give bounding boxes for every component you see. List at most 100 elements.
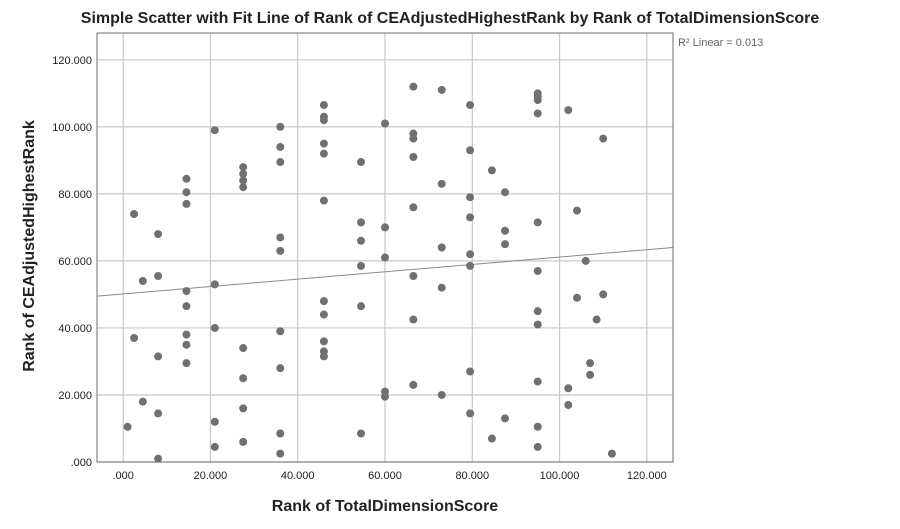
data-point [154,230,163,239]
data-point [501,414,509,423]
data-point [319,196,328,205]
data-point [564,401,573,410]
data-point [466,261,475,270]
data-point [533,109,542,118]
data-point [607,449,616,458]
r2-annotation: R² Linear = 0.013 [678,37,763,49]
data-point [487,166,496,175]
data-point [564,384,573,393]
fit-line [96,247,674,297]
data-point [319,139,328,148]
data-point [239,344,248,353]
data-point [533,218,542,227]
data-point [130,333,139,342]
data-point [437,243,446,252]
data-point [319,149,328,158]
data-point [501,226,509,235]
data-point [599,134,608,143]
data-point [239,404,248,413]
x-tick-label: 100.000 [540,470,580,482]
data-point [599,290,608,299]
y-tick-label: .000 [71,457,92,469]
data-point [210,280,219,289]
data-point [239,169,248,178]
data-point [276,233,285,242]
data-point [466,213,475,222]
data-point [182,340,191,349]
data-point [239,163,248,172]
x-tick-label: 40.000 [281,470,315,482]
data-point [466,250,475,259]
data-point [466,193,475,202]
data-point [437,283,446,292]
data-point [276,246,285,255]
data-point [533,266,542,275]
data-point [592,315,601,324]
chart-title: Simple Scatter with Fit Line of Rank of … [81,10,820,27]
data-point [409,153,418,162]
data-point [276,122,285,131]
data-point [381,392,389,401]
data-point [138,277,147,286]
data-point [182,199,191,208]
data-point [239,374,248,383]
y-tick-label: 40.000 [58,323,92,335]
data-point [182,287,191,296]
data-point [319,116,328,125]
data-point [381,223,389,232]
data-point [381,119,389,128]
fit-line-layer [96,247,674,297]
data-point [533,320,542,329]
data-point [409,315,418,324]
x-tick-label: 80.000 [455,470,489,482]
data-point [381,253,389,262]
data-point [581,256,590,265]
data-point [487,434,496,443]
data-point [409,380,418,389]
y-axis-title: Rank of CEAdjustedHighestRank [21,120,38,372]
data-point [138,397,147,406]
data-point [154,454,163,463]
data-point [182,330,191,339]
data-point [239,437,248,446]
data-point [466,146,475,155]
data-point [357,218,365,227]
data-point [357,236,365,245]
data-point [239,183,248,192]
data-point [409,271,418,280]
y-tick-label: 60.000 [58,256,92,268]
data-point [466,101,475,110]
data-point [501,188,509,197]
data-point [357,158,365,167]
y-tick-label: 80.000 [58,189,92,201]
data-point [154,409,163,418]
data-point [154,271,163,280]
data-point [239,176,248,185]
data-point [154,352,163,361]
data-point [182,188,191,197]
data-point [210,126,219,135]
y-tick-label: 100.000 [52,122,92,134]
data-point [182,174,191,183]
data-point [357,429,365,438]
data-point [210,442,219,451]
data-point [357,261,365,270]
data-point [533,307,542,316]
data-point [409,203,418,212]
plot-frame [96,32,674,463]
data-point [466,409,475,418]
data-point [437,390,446,399]
data-point [409,134,418,143]
data-point [573,293,581,302]
data-point [182,302,191,311]
data-point [533,422,542,431]
data-point [533,377,542,386]
data-point [466,367,475,376]
data-point [586,370,595,379]
data-point [276,327,285,336]
data-point [276,449,285,458]
data-point [586,359,595,368]
data-point [210,417,219,426]
data-point [130,209,139,218]
